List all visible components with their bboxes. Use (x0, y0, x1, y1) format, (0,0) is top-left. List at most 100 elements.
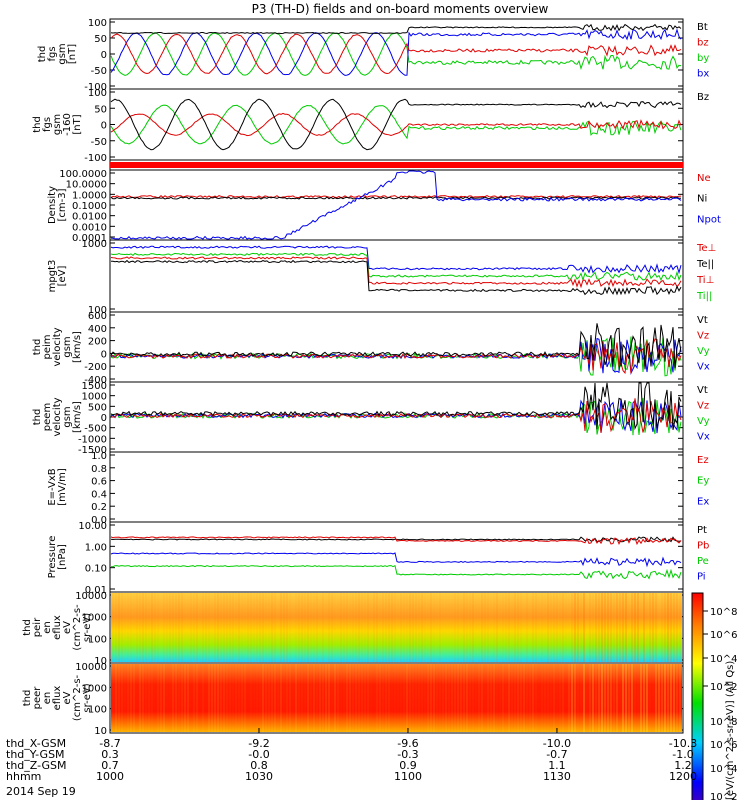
spectrogram-streak (604, 664, 606, 732)
spectrogram-streak (409, 593, 411, 662)
x-tick-label: -9.2 (248, 737, 269, 750)
spectrogram-streak (562, 593, 564, 662)
legend-entry: Ey (697, 476, 709, 487)
spectrogram-streak (652, 593, 654, 662)
y-tick-label: -400 (84, 375, 107, 386)
spectrogram-streak (499, 593, 501, 662)
spectrogram-streak (457, 593, 459, 662)
spectrogram-streak (628, 593, 630, 662)
spectrogram-streak (151, 664, 153, 732)
y-axis-label: peir (32, 617, 43, 637)
y-tick-label: 0 (101, 413, 107, 424)
spectrogram-streak (355, 664, 357, 732)
spectrogram-streak (238, 593, 240, 662)
spectrogram-streak (658, 664, 660, 732)
spectrogram-streak (415, 664, 417, 732)
spectrogram-streak (328, 593, 330, 662)
x-tick-label: -0.3 (397, 748, 418, 761)
spectrogram-streak (412, 593, 414, 662)
spectrogram-streak (148, 664, 150, 732)
spectrogram-streak (403, 593, 405, 662)
spectrogram-streak (304, 593, 306, 662)
spectrogram-streak (451, 593, 453, 662)
legend-entry: Bt (697, 22, 708, 33)
spectrogram-streak (235, 664, 237, 732)
spectrogram-streak (280, 664, 282, 732)
spectrogram-streak (283, 664, 285, 732)
x-tick-label: 1100 (394, 770, 422, 783)
y-tick-label: 0.6 (91, 477, 107, 488)
y-tick-label: 400 (88, 324, 107, 335)
y-tick-label: 0.0 (91, 515, 107, 526)
spectrogram-streak (397, 664, 399, 732)
spectrogram-streak (178, 593, 180, 662)
legend-entry: Vx (697, 362, 710, 373)
legend-entry: by (697, 53, 709, 64)
spectrogram-streak (322, 593, 324, 662)
spectrogram-streak (250, 664, 252, 732)
y-tick-label: 100 (88, 705, 107, 716)
spectrogram-streak (154, 593, 156, 662)
x-tick-label: 1200 (669, 770, 697, 783)
spectrogram-streak (256, 593, 258, 662)
spectrogram-streak (160, 664, 162, 732)
spectrogram-streak (496, 664, 498, 732)
spectrogram-streak (667, 664, 669, 732)
spectrogram-streak (313, 593, 315, 662)
spectrogram-streak (325, 593, 327, 662)
spectrogram-streak (115, 664, 117, 732)
spectrogram-streak (253, 593, 255, 662)
spectrogram-streak (199, 593, 201, 662)
spectrogram-streak (139, 664, 141, 732)
y-axis-label: eV (62, 621, 73, 634)
colorbar-tick-label: 10^2 (710, 682, 737, 693)
spectrogram-streak (157, 664, 159, 732)
y-axis-label: E=-VxB (47, 468, 58, 505)
spectrogram-streak (487, 664, 489, 732)
y-tick-label: 600 (88, 311, 107, 322)
colorbar-tick-label: 10^4 (710, 764, 737, 775)
spectrogram-streak (634, 593, 636, 662)
spectrogram-streak (580, 664, 582, 732)
y-tick-label: 0.4 (91, 489, 107, 500)
y-axis-label: thd (22, 619, 33, 636)
spectrogram-streak (298, 593, 300, 662)
panel-frame (109, 662, 684, 734)
spectrogram-streak (610, 593, 612, 662)
spectrogram-streak (421, 593, 423, 662)
series-trace (111, 564, 682, 580)
x-axis-annotations: thd_X-GSM -8.7 -9.2 -9.6 -10.0 -10.3 thd_Y-GSM… (6, 728, 697, 783)
spectrogram-streak (412, 664, 414, 732)
spectrogram-streak (181, 664, 183, 732)
spectrogram-streak (358, 593, 360, 662)
legend-entry: Pi (697, 572, 706, 583)
spectrogram-streak (130, 664, 132, 732)
y-tick-label: 0.1000 (72, 201, 107, 212)
spectrogram-streak (217, 593, 219, 662)
series-trace (110, 23, 682, 35)
spectrogram-streak (226, 593, 228, 662)
y-axis-label: Density (47, 186, 58, 224)
spectrogram-streak (340, 664, 342, 732)
panel-5: 1000 100 mpgt3 [eV] Te⊥ Te|| Ti⊥ Ti|| (47, 239, 716, 316)
spectrogram-streak (232, 664, 234, 732)
x-tick-label: 0.7 (101, 759, 119, 772)
spectrogram-streak (181, 593, 183, 662)
spectrogram-streak (244, 593, 246, 662)
spectrogram-streak (196, 593, 198, 662)
spectrogram-streak (655, 593, 657, 662)
spectrogram-streak (205, 593, 207, 662)
spectrogram-streak (157, 593, 159, 662)
x-tick-label: -10.3 (669, 737, 697, 750)
y-tick-label: 1000 (82, 392, 107, 403)
spectrogram-streak (436, 593, 438, 662)
spectrogram-streak (133, 593, 135, 662)
spectrogram-streak (637, 593, 639, 662)
series-trace (110, 245, 682, 275)
y-tick-label: -1500 (78, 445, 107, 456)
spectrogram-streak (574, 664, 576, 732)
spectrogram-streak (484, 593, 486, 662)
spectrogram-streak (265, 593, 267, 662)
spectrogram-streak (481, 593, 483, 662)
spectrogram-streak (451, 664, 453, 732)
